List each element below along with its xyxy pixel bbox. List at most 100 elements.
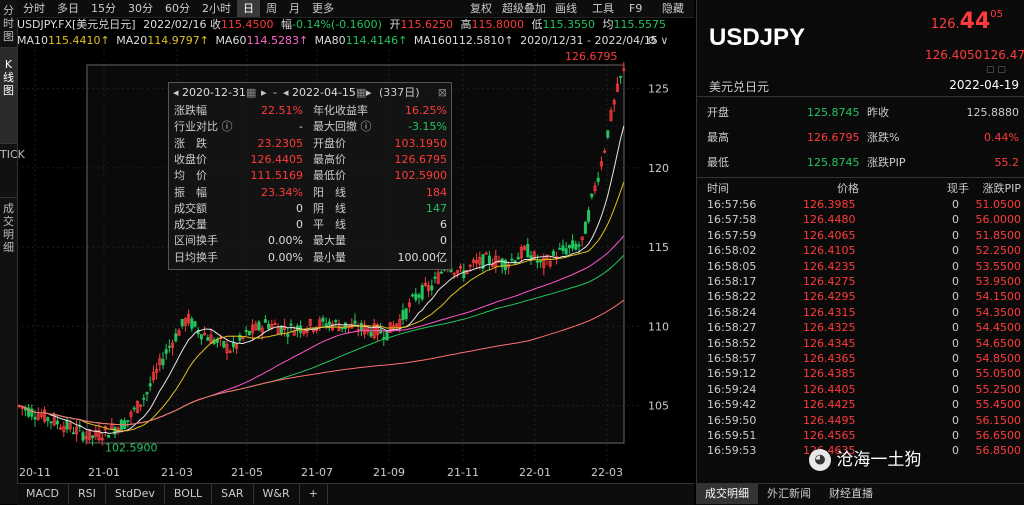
- stats-row: 行业对比 ⓘ - 最大回撤 ⓘ -3.15%: [169, 119, 451, 134]
- candle-body: [535, 260, 539, 263]
- tick-row: 16:57:56 126.3985 0 51.0500: [697, 197, 1024, 213]
- start-next-arrow[interactable]: ▸: [261, 86, 267, 99]
- candle-body: [609, 110, 613, 121]
- candle-body: [308, 319, 312, 326]
- period-more[interactable]: 更多: [312, 2, 334, 15]
- ma-settings-icon[interactable]: ⚙ ∨: [647, 34, 669, 47]
- tick-row: 16:58:57 126.4365 0 54.8500: [697, 351, 1024, 367]
- overlay-button[interactable]: 超级叠加: [502, 2, 546, 15]
- candle-body: [593, 185, 597, 192]
- close-icon[interactable]: ⊠: [437, 86, 447, 99]
- tick-pip: 56.0000: [975, 213, 1022, 227]
- candle-body: [395, 323, 399, 328]
- high-label: 最高: [707, 131, 729, 144]
- stat-label: 均 价: [174, 169, 207, 183]
- start-prev-arrow[interactable]: ◂: [173, 86, 179, 99]
- tick-volume: 0: [952, 352, 959, 365]
- stat-label: 涨 跌: [174, 136, 207, 150]
- tools-button[interactable]: 工具: [592, 2, 614, 15]
- tab-live[interactable]: 财经直播: [829, 487, 873, 500]
- tab-trade-detail-panel[interactable]: 成交明细: [696, 484, 758, 504]
- end-date[interactable]: 2022-04-15: [292, 86, 356, 99]
- candle-body: [583, 221, 587, 234]
- tab-stddev[interactable]: StdDev: [106, 484, 165, 504]
- period-multiday[interactable]: 多日: [57, 2, 79, 15]
- stat-value: 126.4405: [250, 152, 304, 166]
- start-date[interactable]: 2020-12-31: [182, 86, 246, 99]
- draw-line-button[interactable]: 画线: [555, 2, 577, 15]
- col-pip: 涨跌PIP: [982, 182, 1021, 195]
- tab-rsi[interactable]: RSI: [69, 484, 106, 504]
- candle-body: [129, 411, 133, 417]
- candle-body: [580, 236, 584, 241]
- stat-value: 103.1950: [394, 136, 448, 150]
- range-dash: -: [273, 86, 277, 99]
- quote-date: 2022/02/16: [143, 18, 207, 31]
- tab-wr[interactable]: W&R: [254, 484, 300, 504]
- candle-body: [36, 414, 40, 420]
- period-15m[interactable]: 15分: [91, 2, 116, 15]
- tab-fx-news[interactable]: 外汇新闻: [767, 487, 811, 500]
- stat-value: -: [299, 120, 303, 134]
- tick-time: 16:58:22: [707, 290, 757, 304]
- tick-volume: 0: [952, 367, 959, 381]
- change-pip-value: 55.2: [994, 156, 1020, 169]
- tick-volume: 0: [952, 336, 959, 350]
- end-next-arrow[interactable]: ▸: [366, 86, 372, 99]
- start-calendar-icon[interactable]: ▦: [246, 86, 257, 99]
- period-timeshare[interactable]: 分时: [23, 2, 45, 15]
- candle-body: [366, 327, 370, 333]
- candle-body: [462, 270, 466, 279]
- period-day[interactable]: 日: [237, 0, 260, 17]
- stat-label: 日均换手: [174, 250, 218, 264]
- candle-body: [404, 308, 408, 320]
- tick-row: 16:58:24 126.4315 0 54.3500: [697, 305, 1024, 321]
- x-tick-label: 21-03: [161, 466, 193, 479]
- stat-value: 0.00%: [268, 234, 303, 248]
- tick-time: 16:59:50: [707, 413, 757, 427]
- tab-boll[interactable]: BOLL: [165, 484, 213, 504]
- ma80-label: MA80: [314, 34, 346, 47]
- ma160-line: [18, 299, 625, 426]
- period-week[interactable]: 周: [266, 2, 277, 15]
- tab-kline[interactable]: K线图: [0, 48, 17, 144]
- candle-body: [39, 414, 43, 417]
- tab-tick[interactable]: TICK: [0, 144, 25, 198]
- candle-body: [126, 420, 130, 422]
- tab-sar[interactable]: SAR: [212, 484, 254, 504]
- stat-value: 23.34%: [261, 185, 303, 199]
- tab-macd[interactable]: MACD: [17, 484, 69, 504]
- candle-body: [606, 130, 610, 138]
- period-30m[interactable]: 30分: [128, 2, 153, 15]
- stats-row: 均 价 111.5169 最低价 102.5900: [169, 168, 451, 183]
- candle-body: [375, 324, 379, 336]
- stat-label: 区间换手: [174, 234, 218, 248]
- period-60m[interactable]: 60分: [165, 2, 190, 15]
- x-tick-label: 21-09: [373, 466, 405, 479]
- candle-body: [177, 330, 181, 336]
- f9-button[interactable]: F9: [629, 2, 643, 15]
- tab-timeshare[interactable]: 分时图: [0, 0, 17, 48]
- panel-window-icons[interactable]: ▢ ▢: [986, 65, 1006, 75]
- add-indicator-button[interactable]: +: [300, 484, 328, 504]
- last-price-big: 44: [959, 9, 991, 34]
- hide-button[interactable]: 隐藏: [662, 2, 684, 15]
- candle-body: [65, 419, 69, 430]
- change-pct-value: 0.44%: [984, 131, 1019, 144]
- tick-time: 16:57:56: [707, 198, 757, 211]
- panel-tabs: 成交明细 外汇新闻 财经直播: [696, 483, 1024, 505]
- adjust-button[interactable]: 复权: [470, 2, 492, 15]
- end-prev-arrow[interactable]: ◂: [283, 86, 289, 99]
- candle-body: [113, 427, 117, 435]
- candle-body: [526, 243, 530, 258]
- candle-body: [49, 421, 53, 424]
- candle-body: [135, 400, 139, 413]
- low-label: 最低: [707, 156, 729, 169]
- high-value: 126.6795: [807, 131, 860, 144]
- period-month[interactable]: 月: [289, 2, 300, 15]
- candle-body: [423, 282, 427, 286]
- period-2h[interactable]: 2小时: [202, 2, 231, 15]
- candle-body: [503, 259, 507, 271]
- end-calendar-icon[interactable]: ▦: [356, 86, 367, 99]
- tab-trade-detail[interactable]: 成交明细: [3, 202, 14, 254]
